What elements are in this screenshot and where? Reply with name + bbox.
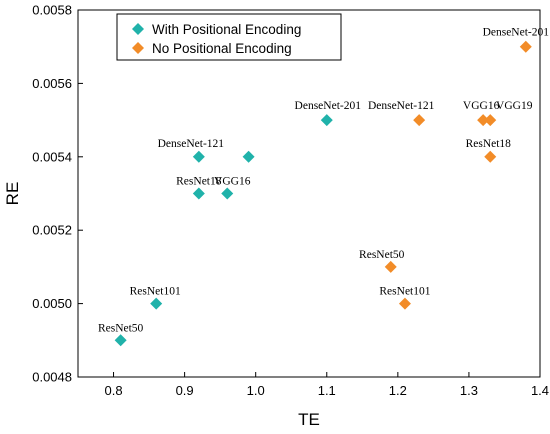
data-point bbox=[384, 260, 397, 273]
y-tick-label: 0.0056 bbox=[32, 76, 72, 91]
point-label: DenseNet-201 bbox=[483, 27, 550, 39]
x-axis: 0.8 0.9 1.0 1.1 1.2 1.3 1.4 bbox=[104, 372, 549, 398]
data-point bbox=[477, 114, 490, 127]
x-tick-label: 1.4 bbox=[531, 383, 549, 398]
data-point bbox=[221, 187, 234, 200]
point-label: ResNet18 bbox=[176, 176, 222, 188]
y-axis-title: RE bbox=[3, 182, 22, 206]
x-tick-label: 1.2 bbox=[389, 383, 407, 398]
y-tick-label: 0.0048 bbox=[32, 370, 72, 385]
data-points bbox=[114, 40, 532, 347]
x-tick-label: 0.9 bbox=[176, 383, 194, 398]
x-axis-title: TE bbox=[298, 410, 320, 429]
y-axis: 0.0048 0.0050 0.0052 0.0054 0.0056 0.0058 bbox=[32, 3, 83, 385]
point-label: DenseNet-121 bbox=[158, 138, 225, 150]
y-tick-label: 0.0058 bbox=[32, 3, 72, 18]
x-tick-label: 1.1 bbox=[318, 383, 336, 398]
y-tick-label: 0.0050 bbox=[32, 296, 72, 311]
legend-marker bbox=[132, 42, 144, 54]
point-label: ResNet18 bbox=[466, 138, 512, 150]
legend-label: No Positional Encoding bbox=[152, 41, 292, 56]
data-point bbox=[320, 114, 333, 127]
legend-marker bbox=[132, 23, 144, 35]
point-label: DenseNet-201 bbox=[295, 100, 362, 112]
data-point bbox=[484, 150, 497, 163]
data-point bbox=[192, 150, 205, 163]
legend-box bbox=[116, 13, 342, 61]
data-point bbox=[398, 297, 411, 310]
legend-label: With Positional Encoding bbox=[152, 22, 301, 37]
x-tick-label: 1.0 bbox=[247, 383, 265, 398]
y-tick-label: 0.0054 bbox=[32, 149, 72, 164]
point-label: ResNet50 bbox=[359, 249, 405, 261]
point-label: ResNet101 bbox=[130, 286, 181, 298]
y-tick-label: 0.0052 bbox=[32, 223, 72, 238]
point-label: ResNet50 bbox=[98, 322, 144, 334]
point-label: VGG19 bbox=[496, 100, 533, 112]
x-tick-label: 1.3 bbox=[460, 383, 478, 398]
data-point bbox=[114, 334, 127, 347]
data-point bbox=[242, 150, 255, 163]
plot-frame bbox=[77, 9, 541, 378]
data-point bbox=[192, 187, 205, 200]
point-labels: ResNet50ResNet101ResNet18VGG16DenseNet-1… bbox=[98, 27, 549, 335]
data-point bbox=[413, 114, 426, 127]
point-label: ResNet101 bbox=[379, 286, 430, 298]
point-label: VGG16 bbox=[214, 176, 251, 188]
x-tick-label: 0.8 bbox=[104, 383, 122, 398]
data-point bbox=[150, 297, 163, 310]
data-point bbox=[484, 114, 497, 127]
point-label: DenseNet-121 bbox=[368, 100, 435, 112]
legend: With Positional Encoding No Positional En… bbox=[116, 13, 342, 61]
point-label: VGG16 bbox=[463, 100, 500, 112]
data-point bbox=[519, 40, 532, 53]
